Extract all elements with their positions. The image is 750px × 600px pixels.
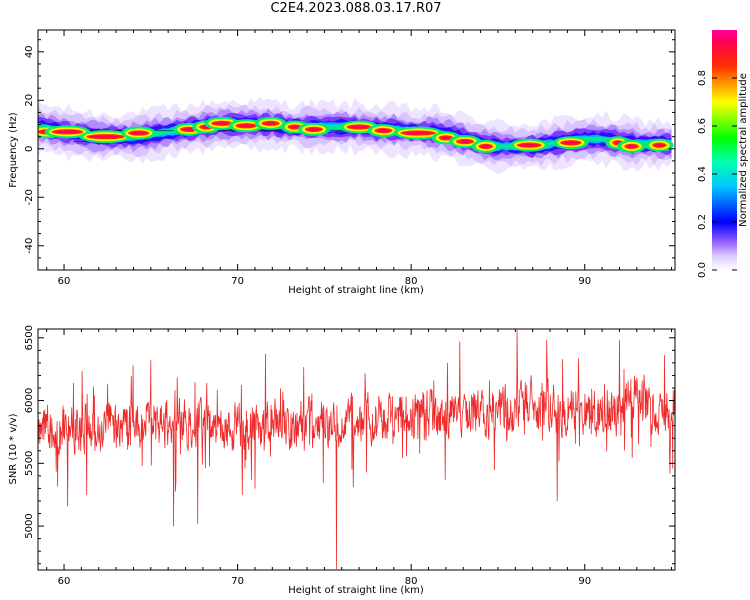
spectrogram-peak xyxy=(79,130,133,144)
spectrogram-peak xyxy=(254,116,287,130)
spectrogram-peak xyxy=(367,124,400,138)
snr-y-axis-label: SNR (10 * v/v) xyxy=(8,413,19,484)
spectrogram-peak xyxy=(553,136,589,150)
y-tick-label: 5000 xyxy=(24,513,35,538)
y-tick-label: 20 xyxy=(24,94,35,107)
spectrogram-peak xyxy=(509,138,549,152)
x-tick-label: 60 xyxy=(58,276,71,287)
snr-plot-area xyxy=(38,329,675,570)
spectrogram-y-axis-label: Frequency (Hz) xyxy=(8,112,19,188)
x-tick-label: 80 xyxy=(405,576,418,587)
colorbar-tick-label: 0.2 xyxy=(697,214,708,230)
y-tick-label: 0 xyxy=(24,146,35,152)
colorbar-tick-label: 0.0 xyxy=(697,262,708,278)
y-tick-label: 5500 xyxy=(24,451,35,476)
spectrogram-peak xyxy=(298,122,330,136)
snr-x-axis-label: Height of straight line (km) xyxy=(288,585,424,596)
x-tick-label: 90 xyxy=(578,276,591,287)
colorbar-gradient xyxy=(712,30,737,270)
x-tick-label: 90 xyxy=(578,576,591,587)
page-title: C2E4.2023.088.03.17.R07 xyxy=(270,1,442,16)
colorbar-tick-label: 0.4 xyxy=(697,166,708,182)
colorbar-tick-label: 0.6 xyxy=(697,118,708,134)
spectrogram-peak xyxy=(645,138,674,152)
y-tick-label: 6000 xyxy=(24,388,35,413)
y-tick-label: -40 xyxy=(24,238,35,254)
colorbar-tick-label: 0.8 xyxy=(697,70,708,86)
spectrogram-frame xyxy=(37,29,676,271)
y-tick-label: 6500 xyxy=(24,325,35,350)
colorbar: 0.0 0.2 0.4 0.6 0.8 Normalized spectral ampl… xyxy=(697,30,749,278)
spectrogram-peak xyxy=(617,139,646,153)
spectrogram-x-axis-label: Height of straight line (km) xyxy=(288,285,424,296)
spectrogram-peak xyxy=(471,139,501,153)
snr-trace xyxy=(38,329,675,570)
spectrogram-panel: 60 70 80 90 -40 -20 0 20 40 Height of straight … xyxy=(8,29,676,296)
spectrogram-peak xyxy=(120,126,157,140)
x-tick-label: 70 xyxy=(231,576,244,587)
spectrogram-peak xyxy=(393,126,443,140)
snr-panel: 60 70 80 90 5000 5500 6000 6500 Height of stra… xyxy=(8,325,676,596)
y-tick-label: 40 xyxy=(24,45,35,58)
colorbar-label: Normalized spectral amplitude xyxy=(738,73,749,227)
snr-frame xyxy=(37,328,676,571)
x-tick-label: 60 xyxy=(58,576,71,587)
x-tick-label: 70 xyxy=(231,276,244,287)
x-tick-label: 80 xyxy=(405,276,418,287)
spectrogram-peak xyxy=(44,125,91,139)
y-tick-label: -20 xyxy=(24,189,35,205)
